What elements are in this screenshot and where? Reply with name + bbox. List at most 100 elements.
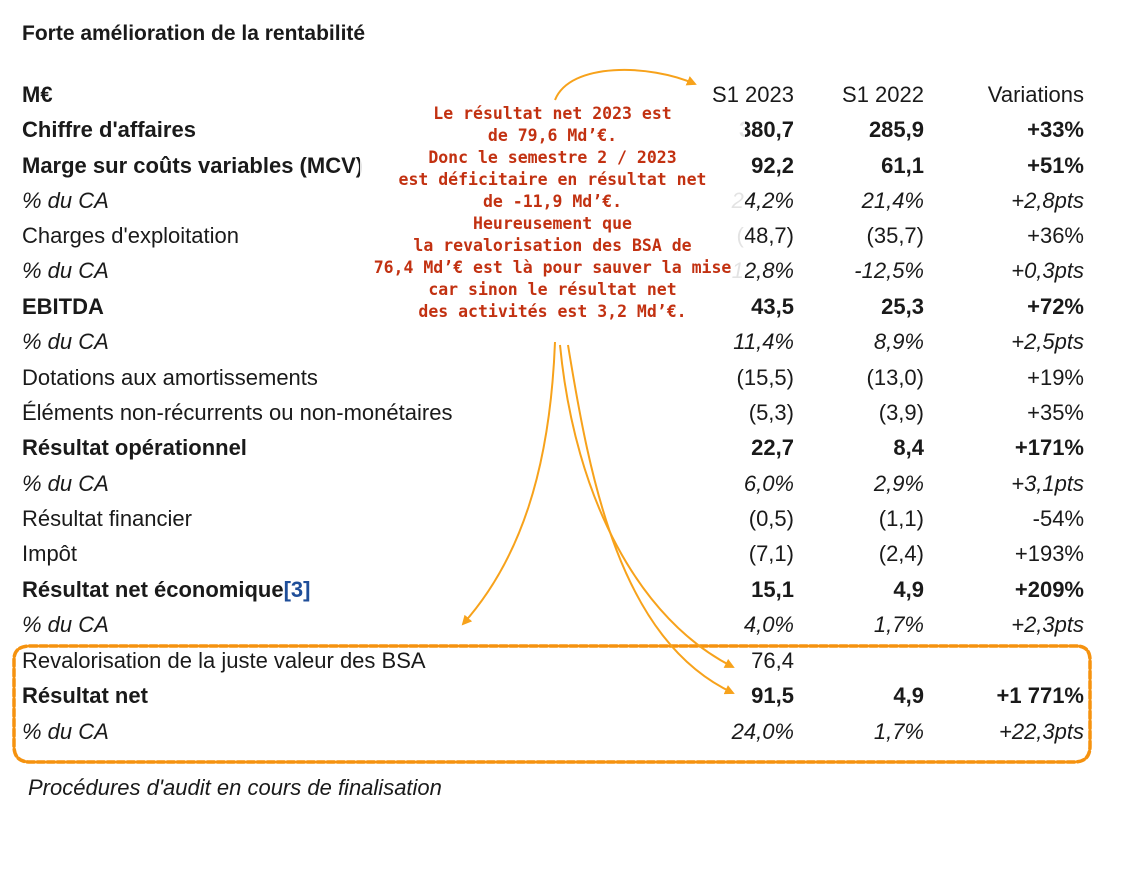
row-label: Résultat net: [22, 683, 148, 708]
row-label-text: Résultat net économique: [22, 577, 284, 602]
table-row: Chiffre d'affaires 380,7 285,9 +33%: [22, 113, 1084, 147]
row-label: Charges d'exploitation: [22, 223, 240, 248]
cell-s1-2023: (5,3): [748, 400, 794, 425]
table-row: Dotations aux amortissements (15,5) (13,…: [22, 361, 1084, 395]
cell-variation: +1 771%: [996, 683, 1084, 708]
table-row: % du CA 24,2% 21,4% +2,8pts: [22, 184, 1084, 218]
row-label: Impôt: [22, 541, 78, 566]
cell-s1-2022: 1,7%: [873, 719, 924, 744]
cell-s1-2023: 43,5: [751, 294, 794, 319]
column-header-variations: Variations: [987, 82, 1084, 107]
cell-variation: +33%: [1027, 117, 1084, 142]
cell-variation: +171%: [1014, 435, 1084, 460]
cell-s1-2023: 24,0%: [731, 719, 794, 744]
row-label: Éléments non-récurrents ou non-monétaire…: [22, 400, 453, 425]
row-label: % du CA: [22, 258, 109, 283]
cell-variation: +22,3pts: [998, 719, 1084, 744]
cell-s1-2022: 21,4%: [861, 188, 924, 213]
cell-variation: +2,8pts: [1011, 188, 1084, 213]
table-row: % du CA 6,0% 2,9% +3,1pts: [22, 467, 1084, 501]
row-label: Chiffre d'affaires: [22, 117, 196, 142]
column-header-s1-2022: S1 2022: [842, 82, 924, 107]
table-row: Impôt (7,1) (2,4) +193%: [22, 537, 1084, 571]
row-label: Résultat financier: [22, 506, 192, 531]
annotation-line: Le résultat net 2023 est: [433, 104, 672, 123]
row-label: % du CA: [22, 719, 109, 744]
cell-variation: +2,3pts: [1011, 612, 1084, 637]
cell-s1-2022: 4,9: [893, 683, 924, 708]
cell-variation: +36%: [1027, 223, 1084, 248]
row-label: Résultat net économique[3]: [22, 573, 310, 607]
row-label: % du CA: [22, 329, 109, 354]
cell-s1-2023: (0,5): [748, 506, 794, 531]
cell-s1-2022: -12,5%: [854, 258, 924, 283]
cell-s1-2022: 61,1: [881, 153, 924, 178]
cell-s1-2022: 8,9%: [873, 329, 924, 354]
table-row: % du CA 24,0% 1,7% +22,3pts: [22, 715, 1084, 749]
row-label: Résultat opérationnel: [22, 435, 247, 460]
table-row: % du CA 11,4% 8,9% +2,5pts: [22, 325, 1084, 359]
table-header: M€ S1 2023 S1 2022 Variations: [22, 78, 1084, 112]
cell-s1-2022: 4,9: [893, 577, 924, 602]
annotation-line: de 79,6 Md’€.: [487, 126, 618, 145]
table-row: Résultat opérationnel 22,7 8,4 +171%: [22, 431, 1084, 465]
footnote-text: Procédures d'audit en cours de finalisat…: [28, 775, 442, 800]
row-label: Dotations aux amortissements: [22, 365, 318, 390]
cell-s1-2023: 91,5: [751, 683, 794, 708]
annotation-line: car sinon le résultat net: [428, 280, 677, 299]
cell-s1-2022: 285,9: [868, 117, 924, 142]
annotation-note: Le résultat net 2023 est de 79,6 Md’€. D…: [360, 103, 745, 323]
cell-variation: +193%: [1014, 541, 1084, 566]
annotation-line: est déficitaire en résultat net: [398, 170, 707, 189]
cell-s1-2022: 8,4: [893, 435, 924, 460]
table-row: Marge sur coûts variables (MCV) 92,2 61,…: [22, 149, 1084, 183]
footnote-ref-link[interactable]: [3]: [283, 577, 311, 602]
cell-s1-2023: 92,2: [751, 153, 794, 178]
table-row: Revalorisation de la juste valeur des BS…: [22, 644, 1084, 678]
cell-s1-2022: (13,0): [866, 365, 924, 390]
cell-s1-2022: (35,7): [866, 223, 924, 248]
column-header-s1-2023: S1 2023: [712, 82, 794, 107]
cell-variation: +3,1pts: [1011, 471, 1084, 496]
cell-s1-2022: (2,4): [878, 541, 924, 566]
table-row: EBITDA 43,5 25,3 +72%: [22, 290, 1084, 324]
cell-s1-2022: 2,9%: [873, 471, 924, 496]
cell-s1-2023: 22,7: [751, 435, 794, 460]
table-row: Résultat financier (0,5) (1,1) -54%: [22, 502, 1084, 536]
row-label: % du CA: [22, 188, 109, 213]
cell-s1-2023: (7,1): [748, 541, 794, 566]
cell-s1-2022: (1,1): [878, 506, 924, 531]
cell-variation: +51%: [1027, 153, 1084, 178]
unit-label: M€: [22, 82, 53, 107]
row-label: Revalorisation de la juste valeur des BS…: [22, 648, 426, 673]
annotation-line: Heureusement que: [473, 214, 632, 233]
cell-s1-2023: 6,0%: [743, 471, 794, 496]
page-title: Forte amélioration de la rentabilité: [22, 22, 366, 45]
cell-s1-2023: 11,4%: [733, 329, 794, 354]
cell-s1-2023: (15,5): [736, 365, 794, 390]
cell-variation: +72%: [1027, 294, 1084, 319]
cell-variation: +2,5pts: [1011, 329, 1084, 354]
annotation-line: 76,4 Md’€ est là pour sauver la mise: [373, 258, 732, 277]
cell-s1-2023: (48,7): [736, 223, 794, 248]
annotation-line: Donc le semestre 2 / 2023: [428, 148, 677, 167]
row-label: % du CA: [22, 612, 109, 637]
table-row: Résultat net 91,5 4,9 +1 771%: [22, 679, 1084, 713]
cell-variation: +35%: [1027, 400, 1084, 425]
cell-variation: -54%: [1032, 506, 1084, 531]
table-row: Charges d'exploitation (48,7) (35,7) +36…: [22, 219, 1084, 253]
row-label: EBITDA: [22, 294, 104, 319]
row-label: Marge sur coûts variables (MCV): [22, 153, 364, 178]
table-row: % du CA 4,0% 1,7% +2,3pts: [22, 608, 1084, 642]
table-row: Résultat net économique[3] 15,1 4,9 +209…: [22, 573, 1084, 607]
annotation-line: de -11,9 Md’€.: [482, 192, 623, 211]
cell-variation: +209%: [1014, 577, 1084, 602]
cell-variation: +19%: [1027, 365, 1084, 390]
row-label: % du CA: [22, 471, 109, 496]
cell-s1-2023: 76,4: [751, 648, 794, 673]
cell-s1-2023: 4,0%: [743, 612, 794, 637]
annotation-line: des activités est 3,2 Md’€.: [418, 302, 687, 321]
cell-s1-2023: 15,1: [751, 577, 794, 602]
annotation-line: la revalorisation des BSA de: [413, 236, 692, 255]
cell-s1-2022: 25,3: [881, 294, 924, 319]
